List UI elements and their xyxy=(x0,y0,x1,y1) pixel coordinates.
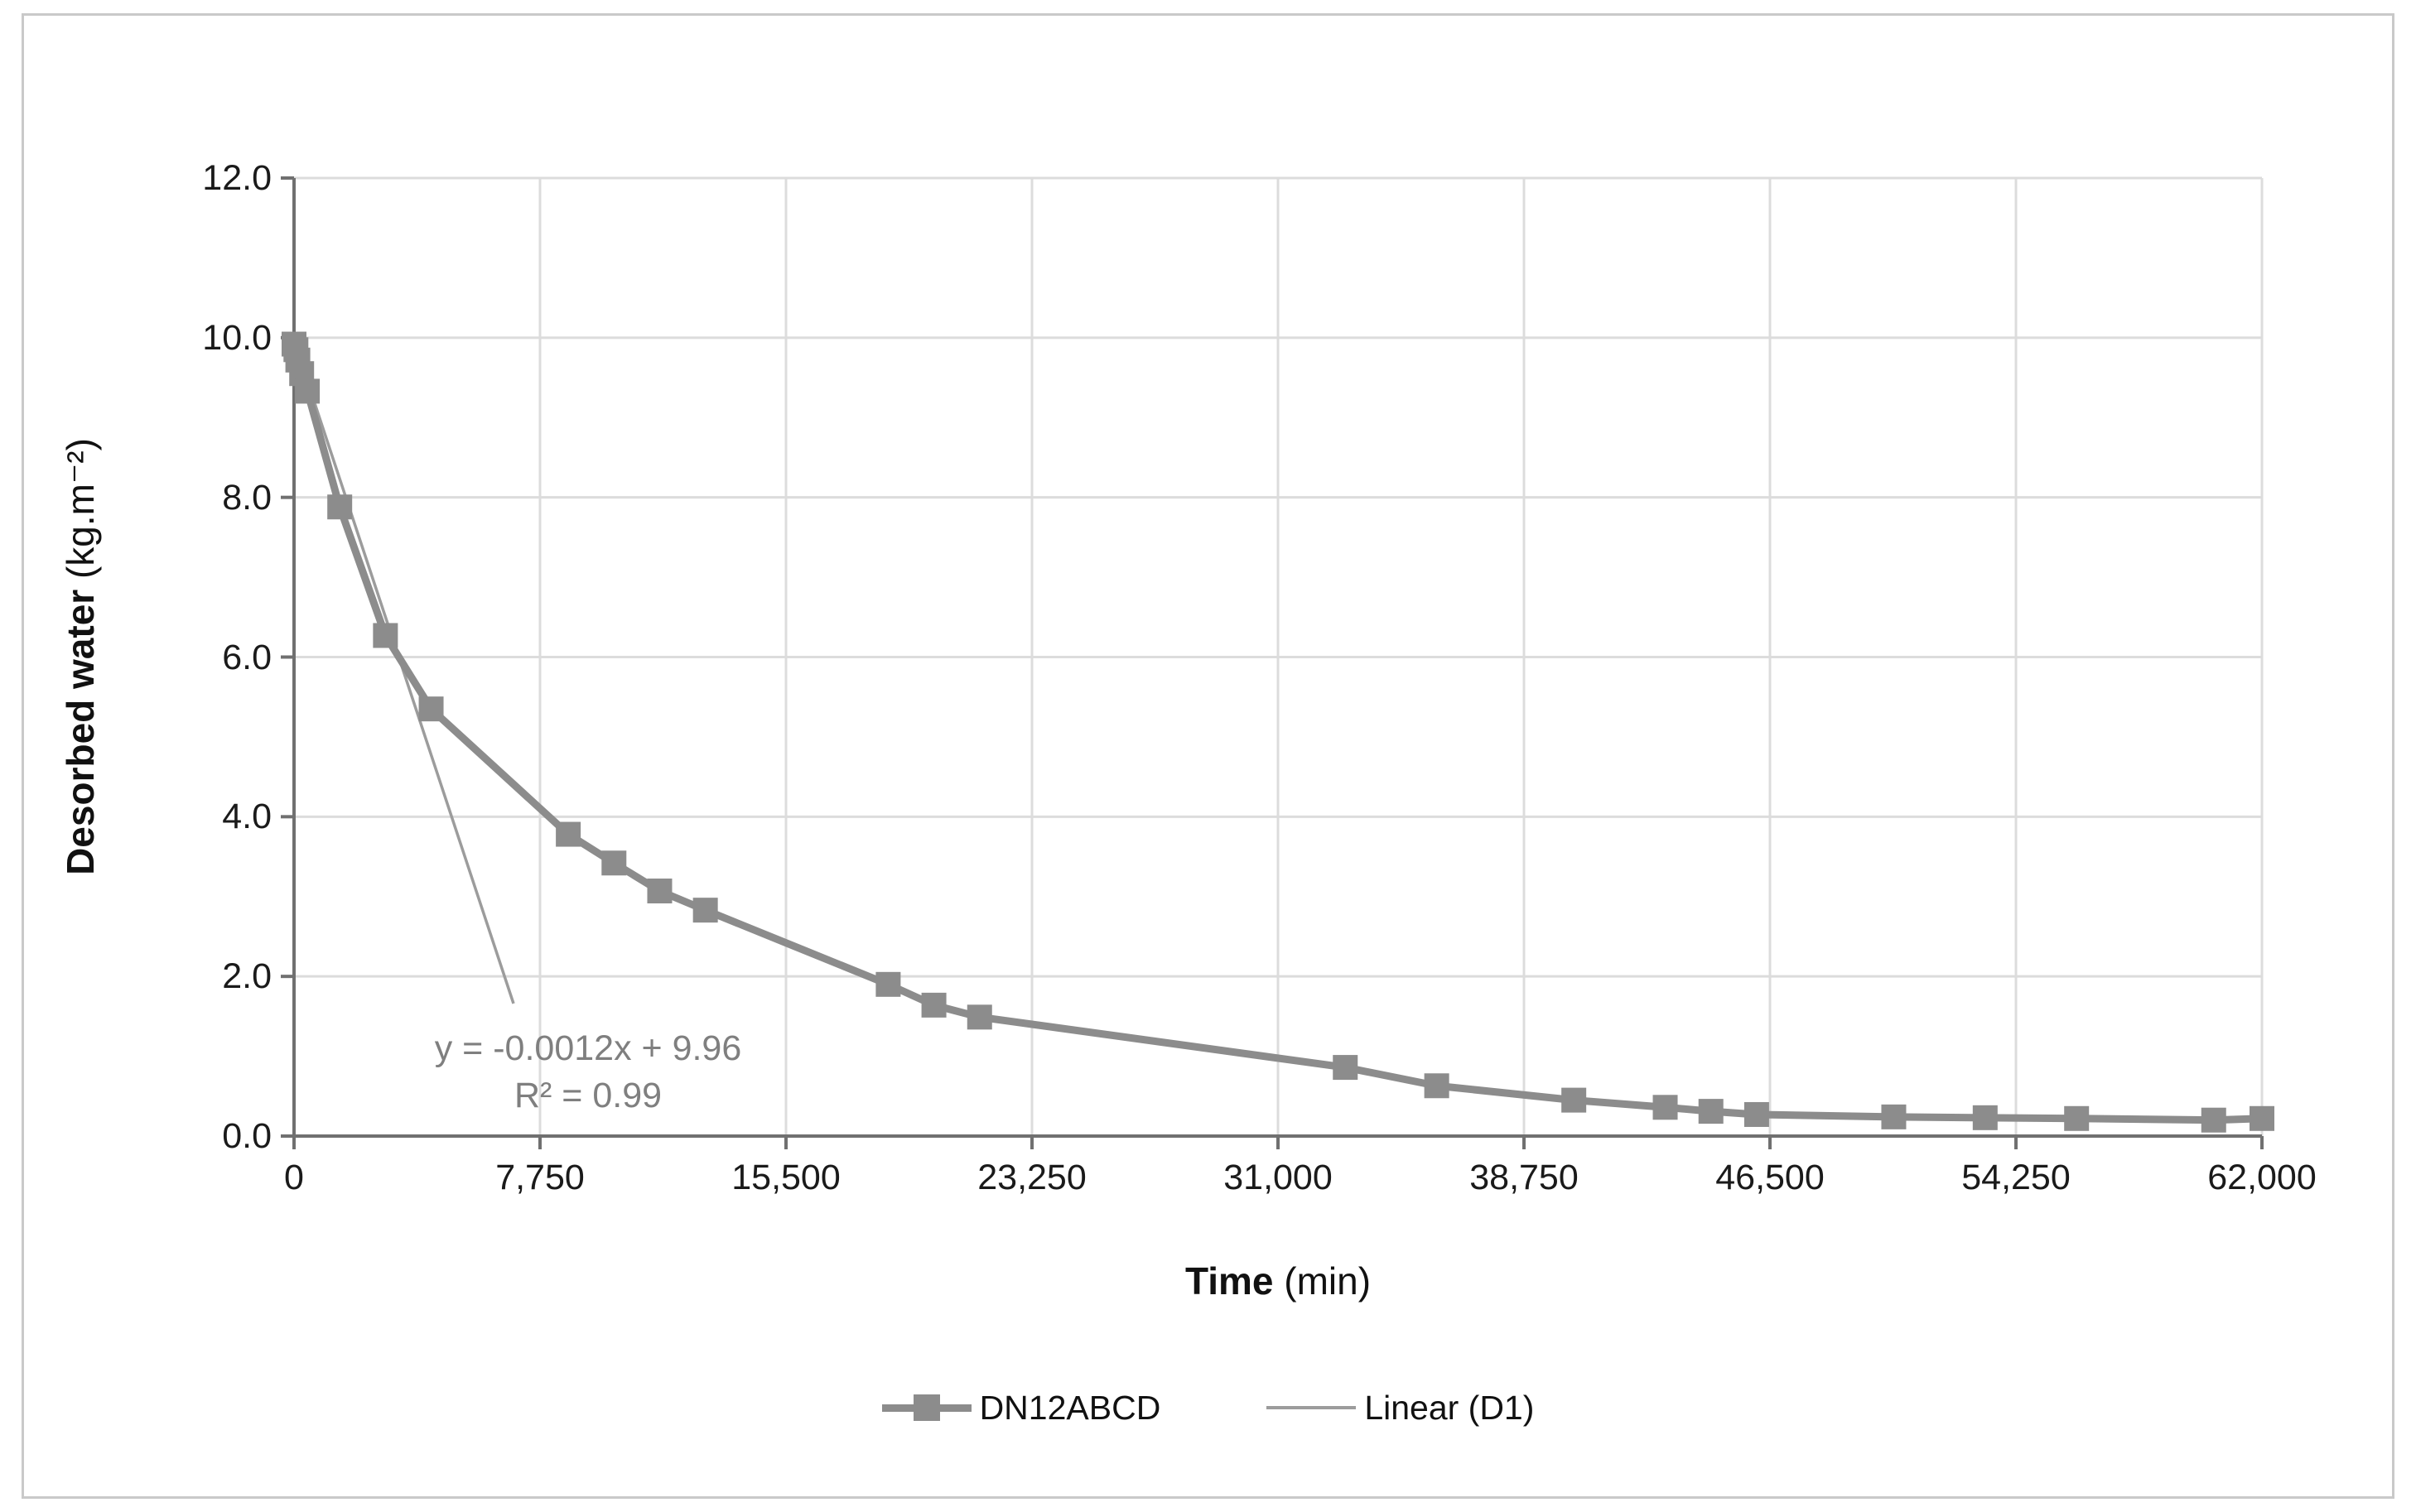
data-point-marker xyxy=(2201,1107,2226,1133)
data-point-marker xyxy=(2064,1105,2090,1131)
data-point-marker xyxy=(601,850,627,876)
y-axis-title-main: Desorbed water xyxy=(59,589,102,875)
legend-item-linear-d1: Linear (D1) xyxy=(1266,1389,1534,1428)
y-axis-title-unit: (kg.m⁻²) xyxy=(59,438,102,590)
x-axis-title-main: Time xyxy=(1184,1259,1274,1303)
x-tick-label: 31,000 xyxy=(1223,1158,1333,1197)
figure-border xyxy=(22,13,2394,1499)
x-tick-label: 54,250 xyxy=(1961,1158,2071,1197)
x-tick-label: 15,500 xyxy=(731,1158,841,1197)
trendline-annotation: y = -0.0012x + 9.96 R² = 0.99 xyxy=(331,1025,845,1120)
data-point-marker xyxy=(418,696,444,722)
series-line-dn12abcd xyxy=(290,343,2263,1124)
x-tick-label: 38,750 xyxy=(1469,1158,1579,1197)
data-point-marker xyxy=(1743,1101,1769,1127)
plot-area xyxy=(281,176,2274,1149)
x-tick-label: 46,500 xyxy=(1715,1158,1825,1197)
data-point-marker xyxy=(1698,1099,1724,1124)
legend-label: Linear (D1) xyxy=(1364,1388,1535,1427)
data-point-marker xyxy=(967,1004,992,1030)
y-axis-title: Desorbed water (kg.m⁻²) xyxy=(58,438,103,875)
y-tick-label: 0.0 xyxy=(222,1116,272,1156)
data-point-marker xyxy=(1972,1105,1998,1130)
x-tick-label: 7,750 xyxy=(495,1158,585,1197)
data-point-marker xyxy=(1424,1073,1449,1099)
trendline-equation: y = -0.0012x + 9.96 xyxy=(434,1028,742,1068)
x-axis-title-unit: (min) xyxy=(1273,1259,1372,1303)
x-tick-label: 62,000 xyxy=(2207,1158,2317,1197)
x-axis-title: Time (min) xyxy=(294,1259,2262,1303)
trendline-swatch xyxy=(1266,1394,1357,1422)
data-point-marker xyxy=(373,623,398,648)
square-marker-icon xyxy=(913,1394,940,1421)
y-tick-label: 12.0 xyxy=(202,158,272,198)
x-tick-label: 23,250 xyxy=(977,1158,1087,1197)
x-tick-label: 0 xyxy=(284,1158,304,1197)
series-line-marker-swatch xyxy=(881,1394,972,1422)
data-point-marker xyxy=(556,821,581,847)
trendline-r-squared: R² = 0.99 xyxy=(514,1076,663,1115)
data-point-marker xyxy=(327,494,353,520)
legend-label: DN12ABCD xyxy=(979,1388,1161,1427)
data-point-marker xyxy=(647,879,673,904)
data-point-marker xyxy=(295,378,321,404)
data-point-marker xyxy=(2250,1105,2274,1131)
y-tick-label: 2.0 xyxy=(222,956,272,997)
data-point-marker xyxy=(1333,1055,1358,1081)
chart-legend: DN12ABCD Linear (D1) xyxy=(0,1368,2416,1447)
y-tick-label: 10.0 xyxy=(202,317,272,358)
y-tick-label: 6.0 xyxy=(222,637,272,677)
data-point-marker xyxy=(1652,1095,1678,1120)
data-point-marker xyxy=(692,898,718,923)
chart-canvas xyxy=(281,176,2274,1149)
data-point-marker xyxy=(875,971,901,997)
data-point-marker xyxy=(1561,1087,1587,1113)
trendline-linear-d1 xyxy=(292,340,515,1004)
y-tick-label: 4.0 xyxy=(222,797,272,837)
y-tick-label: 8.0 xyxy=(222,477,272,518)
legend-item-dn12abcd: DN12ABCD xyxy=(881,1388,1161,1428)
data-point-marker xyxy=(1881,1104,1907,1129)
data-point-marker xyxy=(921,992,947,1018)
